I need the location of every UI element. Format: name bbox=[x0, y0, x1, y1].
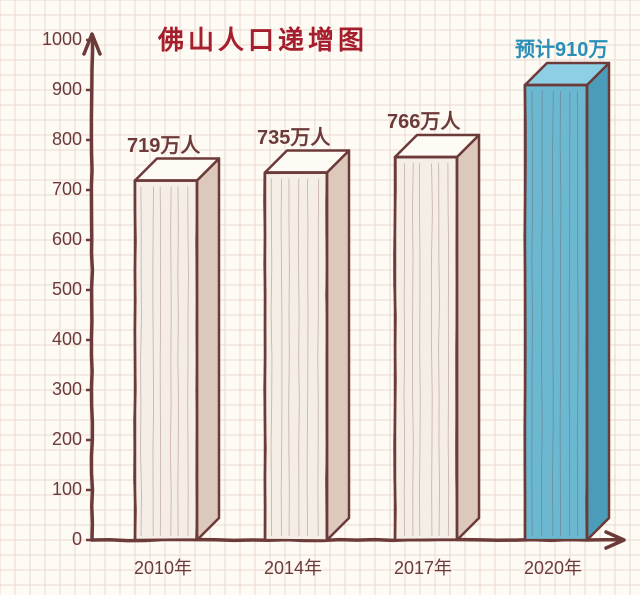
x-tick-label: 2017年 bbox=[394, 554, 452, 580]
y-tick-label: 500 bbox=[52, 279, 82, 300]
bar-value-label: 766万人 bbox=[387, 105, 460, 134]
y-tick-label: 900 bbox=[52, 79, 82, 100]
y-tick-label: 800 bbox=[52, 129, 82, 150]
bar-value-label: 预计910万 bbox=[515, 33, 608, 62]
y-tick-label: 700 bbox=[52, 179, 82, 200]
y-tick-label: 600 bbox=[52, 229, 82, 250]
population-chart bbox=[0, 0, 640, 595]
x-tick-label: 2010年 bbox=[134, 554, 192, 580]
y-tick-label: 100 bbox=[52, 479, 82, 500]
y-tick-label: 0 bbox=[72, 529, 82, 550]
x-tick-label: 2020年 bbox=[524, 554, 582, 580]
bar-value-label: 735万人 bbox=[257, 121, 330, 150]
y-tick-label: 1000 bbox=[42, 29, 82, 50]
y-tick-label: 400 bbox=[52, 329, 82, 350]
x-tick-label: 2014年 bbox=[264, 554, 322, 580]
y-tick-label: 200 bbox=[52, 429, 82, 450]
bar-value-label: 719万人 bbox=[127, 129, 200, 158]
y-tick-label: 300 bbox=[52, 379, 82, 400]
